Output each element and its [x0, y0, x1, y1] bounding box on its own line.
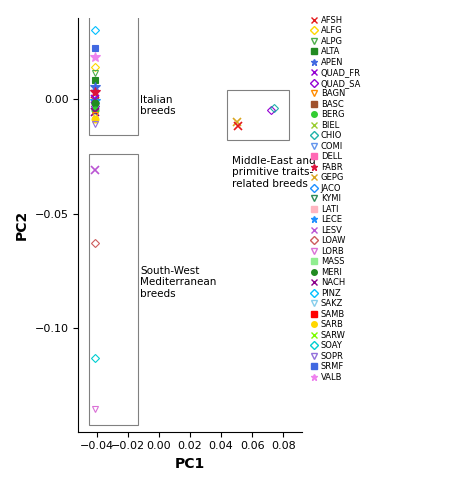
Text: Middle-East and
primitive traits-
related breeds: Middle-East and primitive traits- relate… [232, 156, 316, 189]
Y-axis label: PC2: PC2 [15, 210, 29, 240]
Text: Italian
breeds: Italian breeds [140, 95, 176, 116]
X-axis label: PC1: PC1 [175, 457, 205, 471]
Legend: AFSH, ALFG, ALPG, ALTA, APEN, QUAD_FR, QUAD_SA, BAGN, BASC, BERG, BIEL, CHIO, CO: AFSH, ALFG, ALPG, ALTA, APEN, QUAD_FR, Q… [308, 14, 363, 383]
Bar [89, 154, 138, 425]
Bar [89, 16, 138, 136]
Text: South-West
Mediterranean
breeds: South-West Mediterranean breeds [140, 266, 217, 299]
Bar [228, 89, 290, 140]
